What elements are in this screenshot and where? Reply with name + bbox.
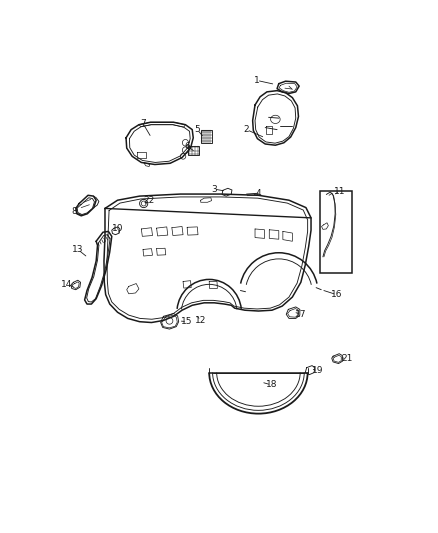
- Text: 13: 13: [72, 245, 84, 254]
- Text: 6: 6: [184, 142, 190, 150]
- Text: 3: 3: [212, 184, 217, 193]
- Text: 8: 8: [71, 207, 78, 216]
- Text: 4: 4: [256, 189, 261, 198]
- Text: 18: 18: [265, 381, 277, 390]
- Text: 14: 14: [61, 280, 72, 289]
- Text: 1: 1: [254, 76, 260, 85]
- Text: 2: 2: [244, 125, 249, 134]
- Text: 12: 12: [195, 316, 206, 325]
- Text: 17: 17: [295, 310, 307, 319]
- Bar: [320, 191, 352, 273]
- Text: 11: 11: [334, 187, 346, 196]
- Text: 16: 16: [331, 290, 342, 299]
- Text: 22: 22: [144, 196, 155, 205]
- Text: 15: 15: [181, 317, 193, 326]
- Text: 7: 7: [140, 119, 146, 128]
- Bar: [201, 131, 212, 143]
- Text: 21: 21: [341, 354, 352, 363]
- Text: 5: 5: [194, 125, 200, 134]
- Bar: [188, 146, 199, 155]
- Text: 19: 19: [312, 367, 324, 375]
- Text: 10: 10: [112, 224, 124, 233]
